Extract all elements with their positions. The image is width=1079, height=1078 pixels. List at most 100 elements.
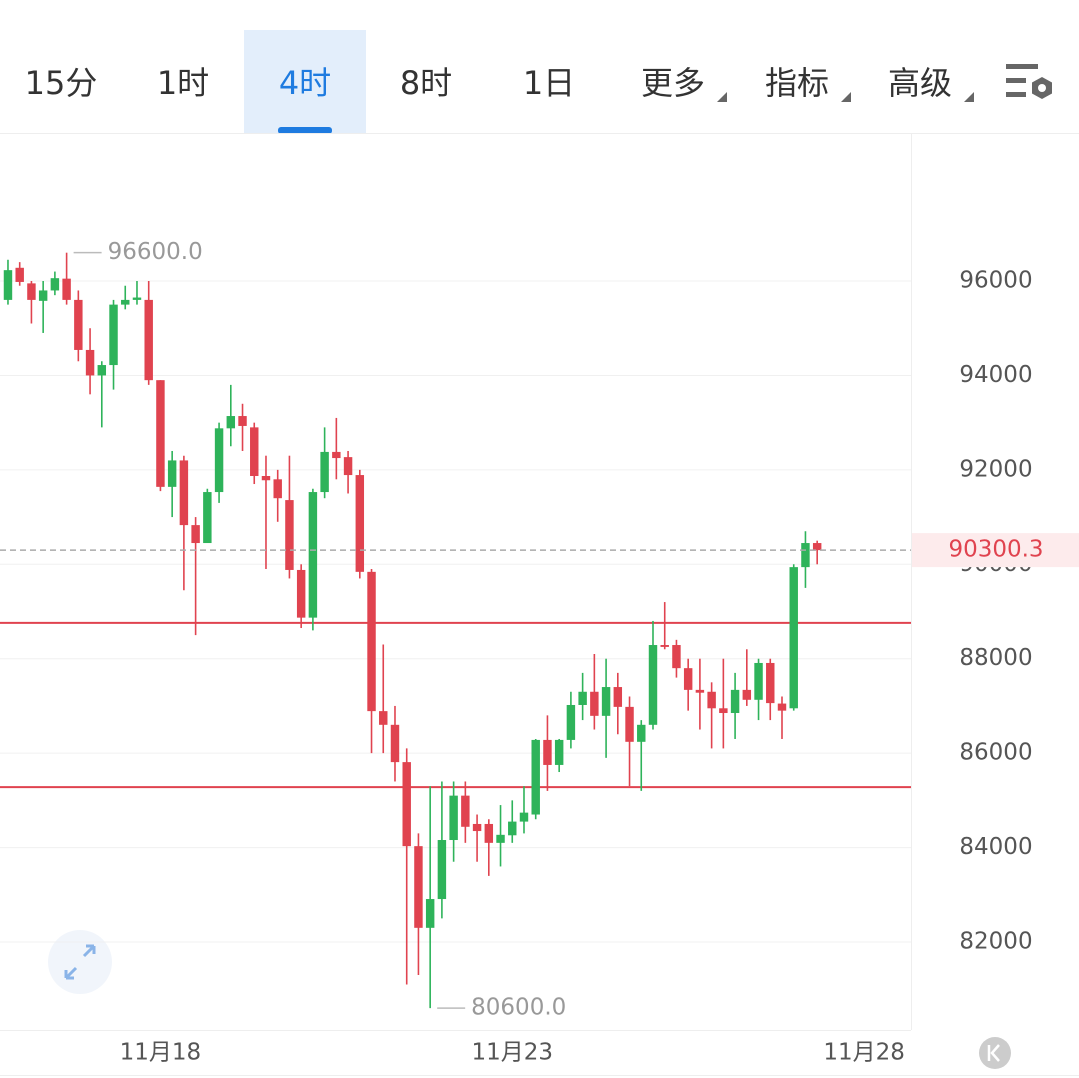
candle-body [625,706,634,742]
candle-body [719,708,728,714]
candle-body [332,451,341,459]
candle-body [226,416,236,429]
candle-body [601,687,611,716]
dropdown-caret [964,92,974,102]
candle-body [3,270,13,300]
candle-body [296,569,306,618]
candle-body [27,283,36,300]
candle-body [167,460,177,487]
candle-body [695,689,705,693]
candle-body [250,427,259,477]
candle-body [214,428,224,493]
candle-body [637,724,646,742]
candle-body [273,479,282,499]
candle-body [390,724,400,763]
annotation-label: 80600.0 [471,995,566,1021]
tab[interactable]: 高级 [888,64,952,102]
candle-body [613,687,623,707]
candle-body [308,492,318,618]
tab[interactable]: 4时 [279,64,331,102]
x-tick-label: 11月28 [823,1040,905,1066]
candle-body [508,821,517,836]
y-tick-label: 92000 [959,456,1032,482]
tab[interactable]: 更多 [641,64,705,102]
candle-body [109,304,118,366]
candle-body [62,278,71,300]
x-tick-label: 11月18 [120,1040,202,1066]
settings-icon[interactable] [1006,64,1052,99]
candle-body [531,739,540,815]
candle-body [543,739,552,765]
candle-body [461,795,470,827]
candle-body [367,571,376,712]
annotation-label: 96600.0 [108,239,203,265]
candle-body [484,823,494,843]
candle-body [121,299,130,305]
y-tick-label: 96000 [959,268,1032,294]
candle-body [683,668,693,690]
candle-body [144,299,153,381]
candle-body [203,492,212,544]
candle-body [801,543,810,568]
candle-body [355,475,365,572]
dropdown-caret [717,92,727,102]
tab[interactable]: 指标 [765,64,829,102]
candle-body [777,703,787,711]
active-tab-bg [244,30,366,133]
candle-body [742,689,752,700]
y-tick-label: 88000 [959,645,1032,671]
candle-body [85,349,95,376]
candle-body [648,645,658,725]
tab[interactable]: 1日 [523,64,575,102]
candle-body [320,451,329,493]
candle-body [578,691,587,705]
candle-body [50,278,60,291]
candle-body [74,299,83,350]
candle-body [660,645,669,647]
candle-body [566,704,576,740]
candle-body [38,290,48,301]
candle-body [437,840,447,900]
candle-body [754,662,763,700]
candle-body [156,380,165,487]
y-tick-label: 82000 [959,928,1032,954]
tab[interactable]: 15分 [25,64,98,102]
candle-body [15,267,24,282]
candle-body [379,711,388,725]
candle-body [179,460,189,526]
tab[interactable]: 8时 [400,64,452,102]
candle-body [812,543,822,551]
candle-body [191,525,200,544]
candle-body [425,899,435,928]
candle-body [285,500,294,570]
candle-body [238,416,247,426]
candle-body [343,457,353,476]
y-tick-label: 86000 [959,740,1032,766]
active-tab-indicator [278,127,332,134]
candle-body [261,476,271,481]
scroll-end-button[interactable] [979,1037,1011,1069]
x-tick-label: 11月23 [471,1040,553,1066]
y-tick-label: 84000 [959,834,1032,860]
candle-body [766,662,775,704]
tab[interactable]: 1时 [157,64,209,102]
candle-body [707,691,716,709]
last-price-label: 90300.3 [948,537,1043,563]
candle-body [554,739,564,765]
candle-body [472,823,482,832]
dropdown-caret [841,92,851,102]
candle-body [97,365,107,376]
candle-body [590,691,599,716]
expand-button[interactable] [48,930,112,994]
candle-body [132,297,142,300]
candle-body [449,795,458,841]
candle-body [519,812,529,822]
candle-body [402,762,411,847]
y-tick-label: 94000 [959,362,1032,388]
price-tag-bg [912,533,1079,568]
candle-body [672,645,681,669]
candle-body [789,567,798,709]
candle-body [730,689,740,714]
